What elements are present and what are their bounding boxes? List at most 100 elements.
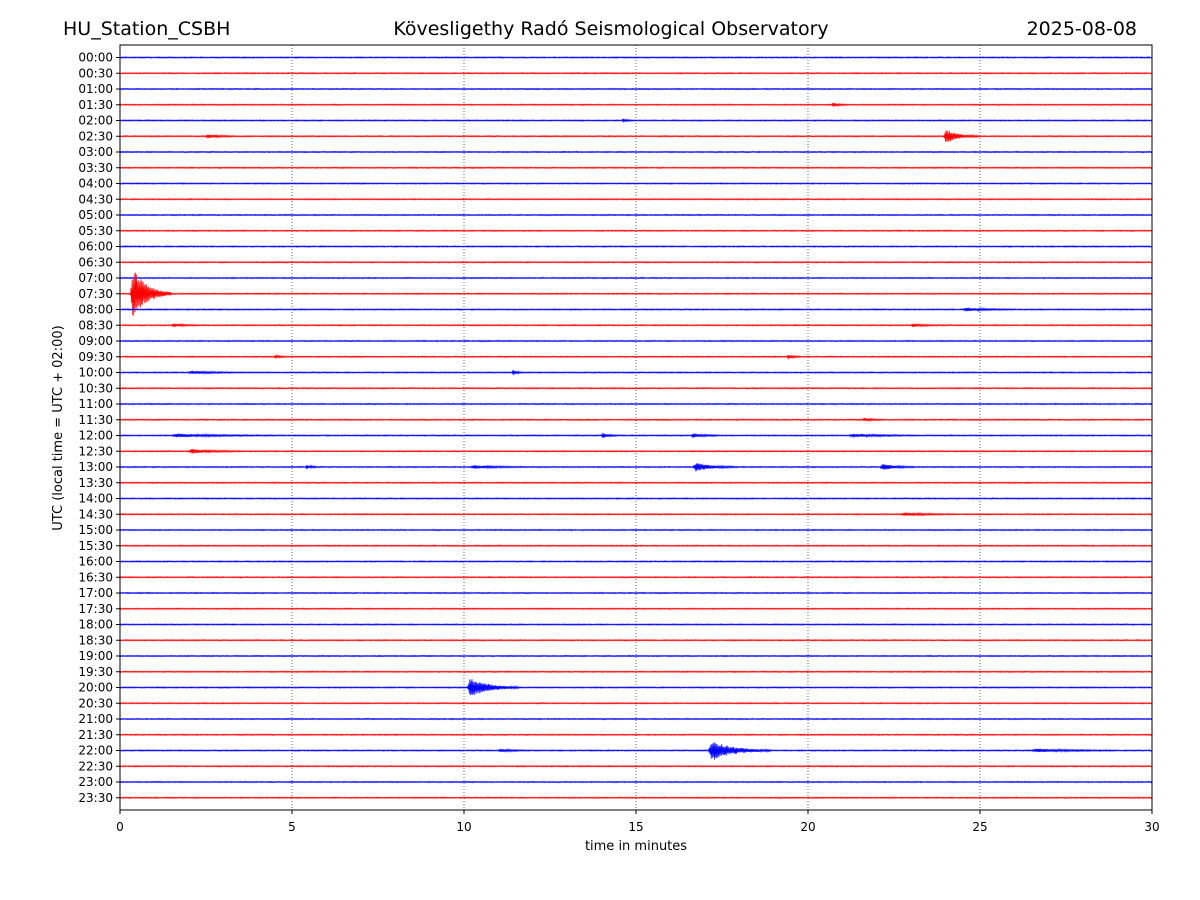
y-tick-label: 07:00: [78, 271, 113, 285]
y-tick-label: 17:30: [78, 602, 113, 616]
trace-0800: [119, 307, 1153, 313]
trace-0600: [119, 244, 1153, 248]
y-tick-label: 00:00: [78, 51, 113, 65]
y-tick-label: 08:00: [78, 303, 113, 317]
seismogram-traces: [119, 55, 1153, 800]
y-axis-label: UTC (local time = UTC + 02:00): [51, 325, 66, 530]
y-tick-label: 02:30: [78, 129, 113, 143]
trace-1800: [119, 622, 1153, 626]
y-tick-label: 12:00: [78, 429, 113, 443]
y-tick-label: 14:30: [78, 507, 113, 521]
trace-1930: [119, 670, 1153, 674]
trace-0630: [119, 260, 1153, 264]
y-tick-label: 08:30: [78, 318, 113, 332]
y-tick-label: 06:00: [78, 240, 113, 254]
y-tick-label: 07:30: [78, 287, 113, 301]
y-tick-label: 13:30: [78, 476, 113, 490]
y-tick-label: 12:30: [78, 444, 113, 458]
trace-2200: [119, 742, 1153, 760]
trace-0100: [119, 87, 1153, 91]
x-tick-label: 25: [972, 820, 987, 834]
trace-1500: [119, 528, 1153, 532]
y-tick-label: 18:30: [78, 633, 113, 647]
trace-0130: [119, 102, 1153, 108]
y-tick-label: 17:00: [78, 586, 113, 600]
trace-1330: [119, 481, 1153, 485]
trace-1600: [119, 559, 1153, 563]
trace-2300: [119, 780, 1153, 784]
y-tick-label: 22:00: [78, 744, 113, 758]
trace-1130: [119, 417, 1153, 422]
trace-1830: [119, 638, 1153, 642]
trace-1900: [119, 654, 1153, 658]
y-tick-label: 21:00: [78, 712, 113, 726]
trace-1230: [119, 448, 1153, 454]
trace-0000: [119, 55, 1153, 59]
trace-0430: [119, 197, 1153, 201]
trace-0400: [119, 181, 1153, 185]
chart-title: Kövesligethy Radó Seismological Observat…: [393, 18, 828, 40]
y-tick-label: 06:30: [78, 255, 113, 269]
trace-1700: [119, 591, 1153, 595]
trace-0300: [119, 150, 1153, 154]
y-tick-label: 23:30: [78, 791, 113, 805]
y-tick-label: 09:30: [78, 350, 113, 364]
y-tick-label: 03:00: [78, 145, 113, 159]
y-tick-label: 04:00: [78, 177, 113, 191]
y-tick-label: 10:00: [78, 366, 113, 380]
trace-1300: [119, 463, 1153, 472]
trace-1200: [119, 432, 1153, 438]
trace-0330: [119, 165, 1153, 170]
y-tick-label: 05:00: [78, 208, 113, 222]
y-tick-label: 13:00: [78, 460, 113, 474]
station-label: HU_Station_CSBH: [63, 18, 230, 40]
trace-0900: [119, 339, 1153, 343]
y-tick-label: 01:00: [78, 82, 113, 96]
y-tick-label: 15:00: [78, 523, 113, 537]
x-tick-label: 20: [800, 820, 815, 834]
x-tick-label: 15: [628, 820, 643, 834]
trace-1730: [119, 607, 1153, 611]
date-label: 2025-08-08: [1027, 18, 1137, 40]
y-tick-label: 22:30: [78, 759, 113, 773]
trace-2330: [119, 796, 1153, 800]
y-tick-label: 23:00: [78, 775, 113, 789]
x-axis-label: time in minutes: [585, 839, 687, 854]
trace-0830: [119, 322, 1153, 328]
y-tick-label: 10:30: [78, 381, 113, 395]
x-tick-label: 30: [1144, 820, 1159, 834]
trace-0030: [119, 71, 1153, 75]
y-tick-label: 11:00: [78, 397, 113, 411]
y-tick-label: 16:30: [78, 570, 113, 584]
vertical-gridlines: [291, 45, 981, 810]
trace-1430: [119, 511, 1153, 517]
trace-2030: [119, 701, 1153, 705]
plot-frame: [119, 44, 1153, 811]
y-tick-label: 14:00: [78, 492, 113, 506]
y-tick-label: 02:00: [78, 114, 113, 128]
trace-0530: [119, 229, 1153, 233]
trace-0500: [119, 213, 1153, 217]
trace-2230: [119, 764, 1153, 768]
trace-2130: [119, 732, 1153, 737]
y-tick-label: 18:00: [78, 618, 113, 632]
trace-2100: [119, 717, 1153, 721]
y-tick-label: 19:30: [78, 665, 113, 679]
trace-2000: [119, 678, 1153, 696]
y-tick-label: 04:30: [78, 192, 113, 206]
y-tick-label: 09:00: [78, 334, 113, 348]
y-tick-label: 21:30: [78, 728, 113, 742]
trace-1400: [119, 496, 1153, 500]
x-tick-label: 0: [116, 820, 124, 834]
trace-1630: [119, 575, 1153, 579]
x-tick-label: 10: [456, 820, 471, 834]
y-tick-label: 00:30: [78, 66, 113, 80]
trace-0200: [119, 118, 1153, 123]
y-tick-label: 16:00: [78, 555, 113, 569]
trace-1100: [119, 402, 1153, 406]
trace-1000: [119, 370, 1153, 376]
trace-0930: [119, 354, 1153, 360]
y-tick-label: 20:30: [78, 696, 113, 710]
